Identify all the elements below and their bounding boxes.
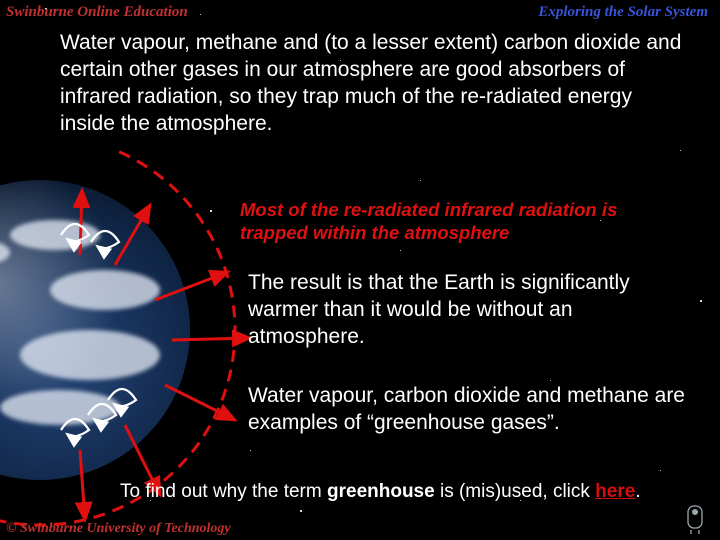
body-paragraph-1: The result is that the Earth is signific… bbox=[248, 270, 690, 351]
bottom-line: To find out why the term greenhouse is (… bbox=[120, 480, 690, 504]
bottom-post: . bbox=[635, 481, 640, 502]
footer-logo-icon bbox=[682, 504, 708, 534]
main-paragraph: Water vapour, methane and (to a lesser e… bbox=[60, 30, 690, 138]
body-paragraph-2: Water vapour, carbon dioxide and methane… bbox=[248, 383, 690, 437]
bottom-bold: greenhouse bbox=[327, 481, 435, 502]
caption-red: Most of the re-radiated infrared radiati… bbox=[240, 198, 690, 244]
bottom-pre: To find out why the term bbox=[120, 481, 327, 502]
here-link[interactable]: here bbox=[595, 481, 635, 502]
bottom-mid: is (mis)used, click bbox=[435, 481, 595, 502]
header-right: Exploring the Solar System bbox=[538, 4, 708, 21]
radiation-arrows-diagram bbox=[0, 150, 260, 530]
footer-copyright: © Swinburne University of Technology bbox=[6, 521, 231, 537]
header-left: Swinburne Online Education bbox=[6, 4, 188, 21]
